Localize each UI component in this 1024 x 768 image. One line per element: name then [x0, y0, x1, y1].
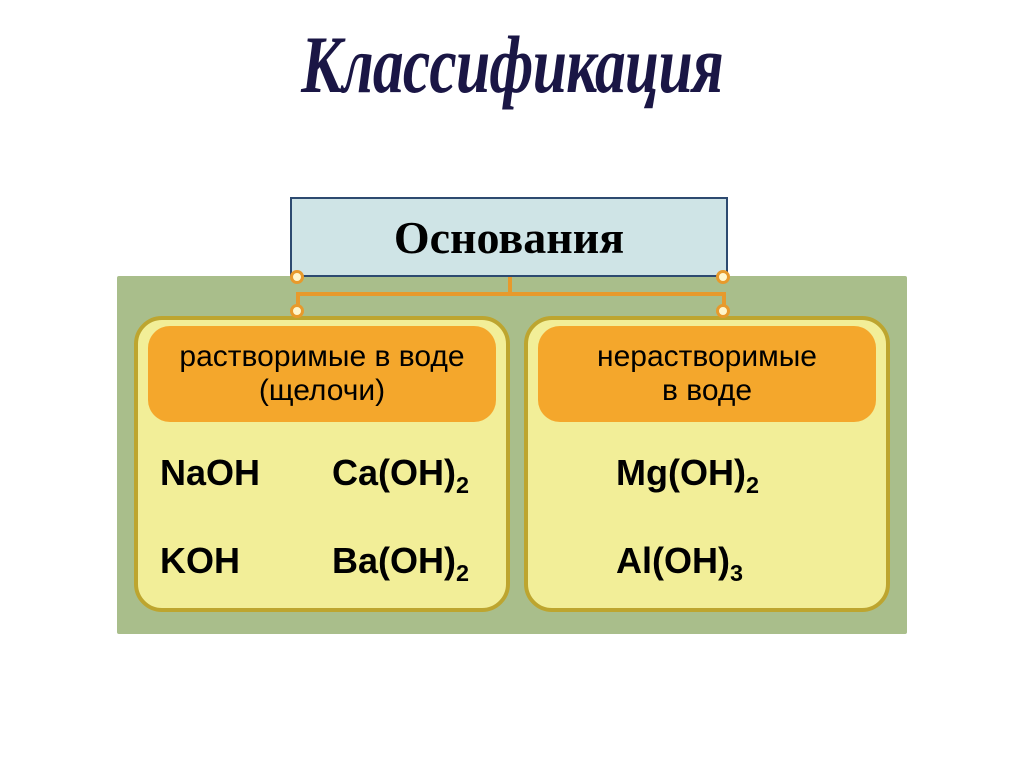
- connector-bar: [296, 292, 724, 296]
- connector-center-drop: [508, 277, 512, 293]
- branch-header-insoluble: нерастворимыев воде: [538, 326, 876, 422]
- connector-dot: [290, 270, 304, 284]
- connector-dot: [716, 270, 730, 284]
- connector-dot: [290, 304, 304, 318]
- formula: Mg(OH)2: [616, 452, 759, 499]
- formula: KOH: [160, 540, 240, 582]
- branch-header-line: нерастворимые: [597, 340, 817, 374]
- root-box: Основания: [290, 197, 728, 277]
- connector-dot: [716, 304, 730, 318]
- branch-header-line: растворимые в воде: [179, 340, 464, 374]
- branch-header-line: (щелочи): [259, 374, 385, 408]
- branch-header-soluble: растворимые в воде(щелочи): [148, 326, 496, 422]
- canvas: Классификация Основания растворимые в во…: [0, 0, 1024, 768]
- formula: Ca(OH)2: [332, 452, 469, 499]
- page-title: Классификация: [128, 18, 896, 112]
- formula: NaOH: [160, 452, 260, 494]
- root-label: Основания: [394, 211, 624, 264]
- formula: Ba(OH)2: [332, 540, 469, 587]
- formula: Al(OH)3: [616, 540, 743, 587]
- branch-header-line: в воде: [662, 374, 752, 408]
